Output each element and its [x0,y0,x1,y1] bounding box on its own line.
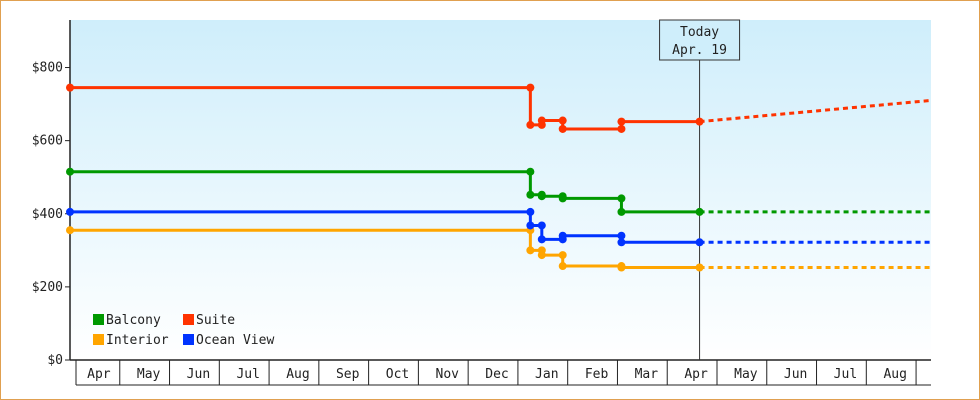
legend-swatch-interior [93,334,104,345]
data-point [695,207,704,216]
x-tick-label: May [137,367,161,382]
data-point [558,231,567,240]
y-axis: $0 $200 $400 $600 $800 [32,20,71,368]
x-tick-label: Feb [585,367,609,382]
data-point [617,207,626,216]
data-point [537,235,546,244]
data-point [695,263,704,272]
legend-label-balcony: Balcony [106,313,161,328]
data-point [617,231,626,240]
data-point [526,221,535,230]
x-tick-label: Sep [336,367,360,382]
series-suite [66,83,932,133]
x-tick-label: Jul [834,367,857,382]
today-marker: Today Apr. 19 [659,19,741,360]
legend-label-interior: Interior [106,333,169,348]
x-tick-label: Jun [784,367,807,382]
data-point [558,262,567,271]
legend-swatch-ocean-view [183,334,194,345]
y-tick-label: $600 [32,134,63,149]
data-point [537,251,546,260]
data-point [617,263,626,272]
x-tick-label: Nov [436,367,460,382]
data-point [558,116,567,125]
y-tick-label: $800 [32,61,63,76]
x-tick-label: Dec [485,367,508,382]
x-tick-label: Apr [87,367,111,382]
data-point [526,207,535,216]
legend-swatch-suite [183,314,194,325]
data-point [617,124,626,133]
data-point [526,120,535,129]
x-tick-label: Oct [386,367,409,382]
data-point [526,167,535,176]
legend-swatch-balcony [93,314,104,325]
today-label: Today [680,25,719,40]
x-tick-label: Jul [236,367,259,382]
data-point [526,83,535,92]
series-layer [66,83,932,272]
data-point [537,221,546,230]
today-box [659,19,741,61]
data-point [695,238,704,247]
data-point [537,116,546,125]
data-point [66,226,74,235]
data-point [66,83,74,92]
data-point [617,117,626,126]
plot-background [70,20,931,360]
data-point [537,192,546,201]
data-point [617,238,626,247]
data-point [526,190,535,199]
x-tick-label: Jun [187,367,210,382]
legend-label-ocean-view: Ocean View [196,333,274,348]
data-point [526,246,535,255]
today-date: Apr. 19 [672,43,727,58]
data-point [695,117,704,126]
series-line-balcony [70,170,700,214]
x-tick-label: Jan [535,367,558,382]
data-point [558,251,567,260]
data-point [66,207,74,216]
x-tick-label: May [734,367,758,382]
x-axis: Apr May Jun Jul Aug Sep Oct Nov Dec Jan Feb Mar Apr M… [70,359,931,386]
x-tick-label: Mar [635,367,659,382]
data-point [558,194,567,203]
series-projection-suite [699,98,932,124]
x-tick-label: Aug [883,367,906,382]
data-point [617,194,626,203]
data-point [66,167,74,176]
legend: Balcony Suite Interior Ocean View [93,313,274,348]
series-interior [66,226,931,272]
x-tick-label: Apr [684,367,708,382]
x-tick-label: Aug [286,367,309,382]
legend-label-suite: Suite [196,313,235,328]
y-tick-label: $0 [47,353,63,368]
series-balcony [66,167,931,216]
series-ocean-view [66,207,931,247]
y-tick-label: $200 [32,280,63,295]
data-point [558,124,567,133]
y-tick-label: $400 [32,207,63,222]
